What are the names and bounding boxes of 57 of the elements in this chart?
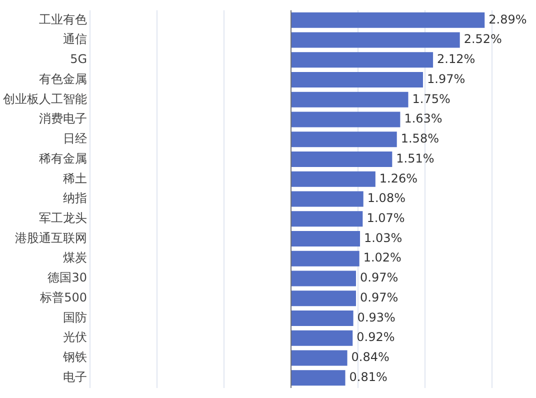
y-tick-label: 工业有色	[39, 12, 87, 26]
bar	[292, 330, 353, 346]
y-tick-label: 港股通互联网	[15, 230, 87, 245]
data-label: 0.92%	[356, 330, 395, 344]
data-label: 0.84%	[351, 350, 390, 364]
data-label: 1.08%	[367, 191, 406, 206]
y-tick-label: 日经	[63, 132, 87, 146]
y-tick-label: 纳指	[63, 191, 87, 206]
y-tick-label: 消费电子	[39, 112, 87, 126]
bar	[292, 290, 356, 306]
bar	[292, 132, 397, 148]
data-label: 1.26%	[379, 171, 418, 186]
y-tick-label: 标普500	[39, 290, 87, 304]
bar	[292, 12, 485, 28]
bar	[292, 230, 360, 246]
data-label: 2.89%	[488, 12, 527, 26]
y-tick-label: 创业板人工智能	[3, 92, 87, 106]
bar	[292, 72, 423, 88]
y-tick-label: 煤炭	[63, 250, 87, 265]
data-label: 0.81%	[349, 370, 388, 384]
y-tick-label: 德国30	[48, 270, 87, 285]
data-label: 1.58%	[400, 132, 439, 146]
y-tick-label: 光伏	[63, 330, 87, 344]
data-label: 1.03%	[364, 230, 402, 245]
bar	[292, 350, 348, 366]
data-label: 0.93%	[357, 310, 396, 324]
data-label: 2.12%	[437, 52, 476, 66]
y-tick-label: 国防	[63, 310, 87, 324]
y-tick-label: 稀土	[63, 171, 87, 186]
bar	[292, 32, 460, 48]
data-label: 1.63%	[404, 112, 442, 126]
y-tick-label: 稀有金属	[39, 151, 87, 166]
data-label: 1.75%	[412, 92, 450, 106]
y-tick-label: 钢铁	[62, 350, 87, 364]
bar	[292, 270, 356, 286]
y-tick-label: 通信	[63, 32, 87, 46]
y-tick-label: 军工龙头	[39, 211, 87, 225]
bar	[292, 92, 408, 108]
data-label: 2.52%	[464, 32, 502, 46]
data-label: 1.97%	[426, 72, 466, 86]
data-label: 1.07%	[366, 211, 405, 225]
bar	[292, 211, 363, 227]
data-label: 0.97%	[360, 270, 398, 285]
data-label: 1.02%	[363, 250, 402, 265]
data-label: 1.51%	[396, 151, 434, 166]
bar	[292, 370, 346, 386]
y-tick-label: 电子	[63, 370, 87, 384]
bar	[292, 171, 376, 187]
bar	[292, 152, 392, 168]
bar	[292, 250, 360, 266]
bar	[292, 112, 400, 128]
bar	[292, 52, 434, 68]
bar	[292, 310, 354, 326]
y-tick-label: 有色金属	[39, 72, 87, 86]
y-tick-label: 5G	[70, 52, 87, 66]
bar	[292, 191, 364, 207]
data-label: 0.97%	[360, 290, 398, 304]
